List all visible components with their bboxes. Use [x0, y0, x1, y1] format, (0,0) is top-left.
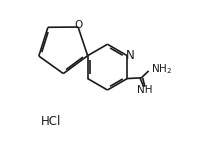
Text: O: O [74, 20, 82, 30]
Text: HCl: HCl [41, 115, 61, 128]
Text: N: N [126, 49, 134, 62]
Text: NH$_2$: NH$_2$ [151, 63, 172, 76]
Text: NH: NH [137, 85, 153, 95]
